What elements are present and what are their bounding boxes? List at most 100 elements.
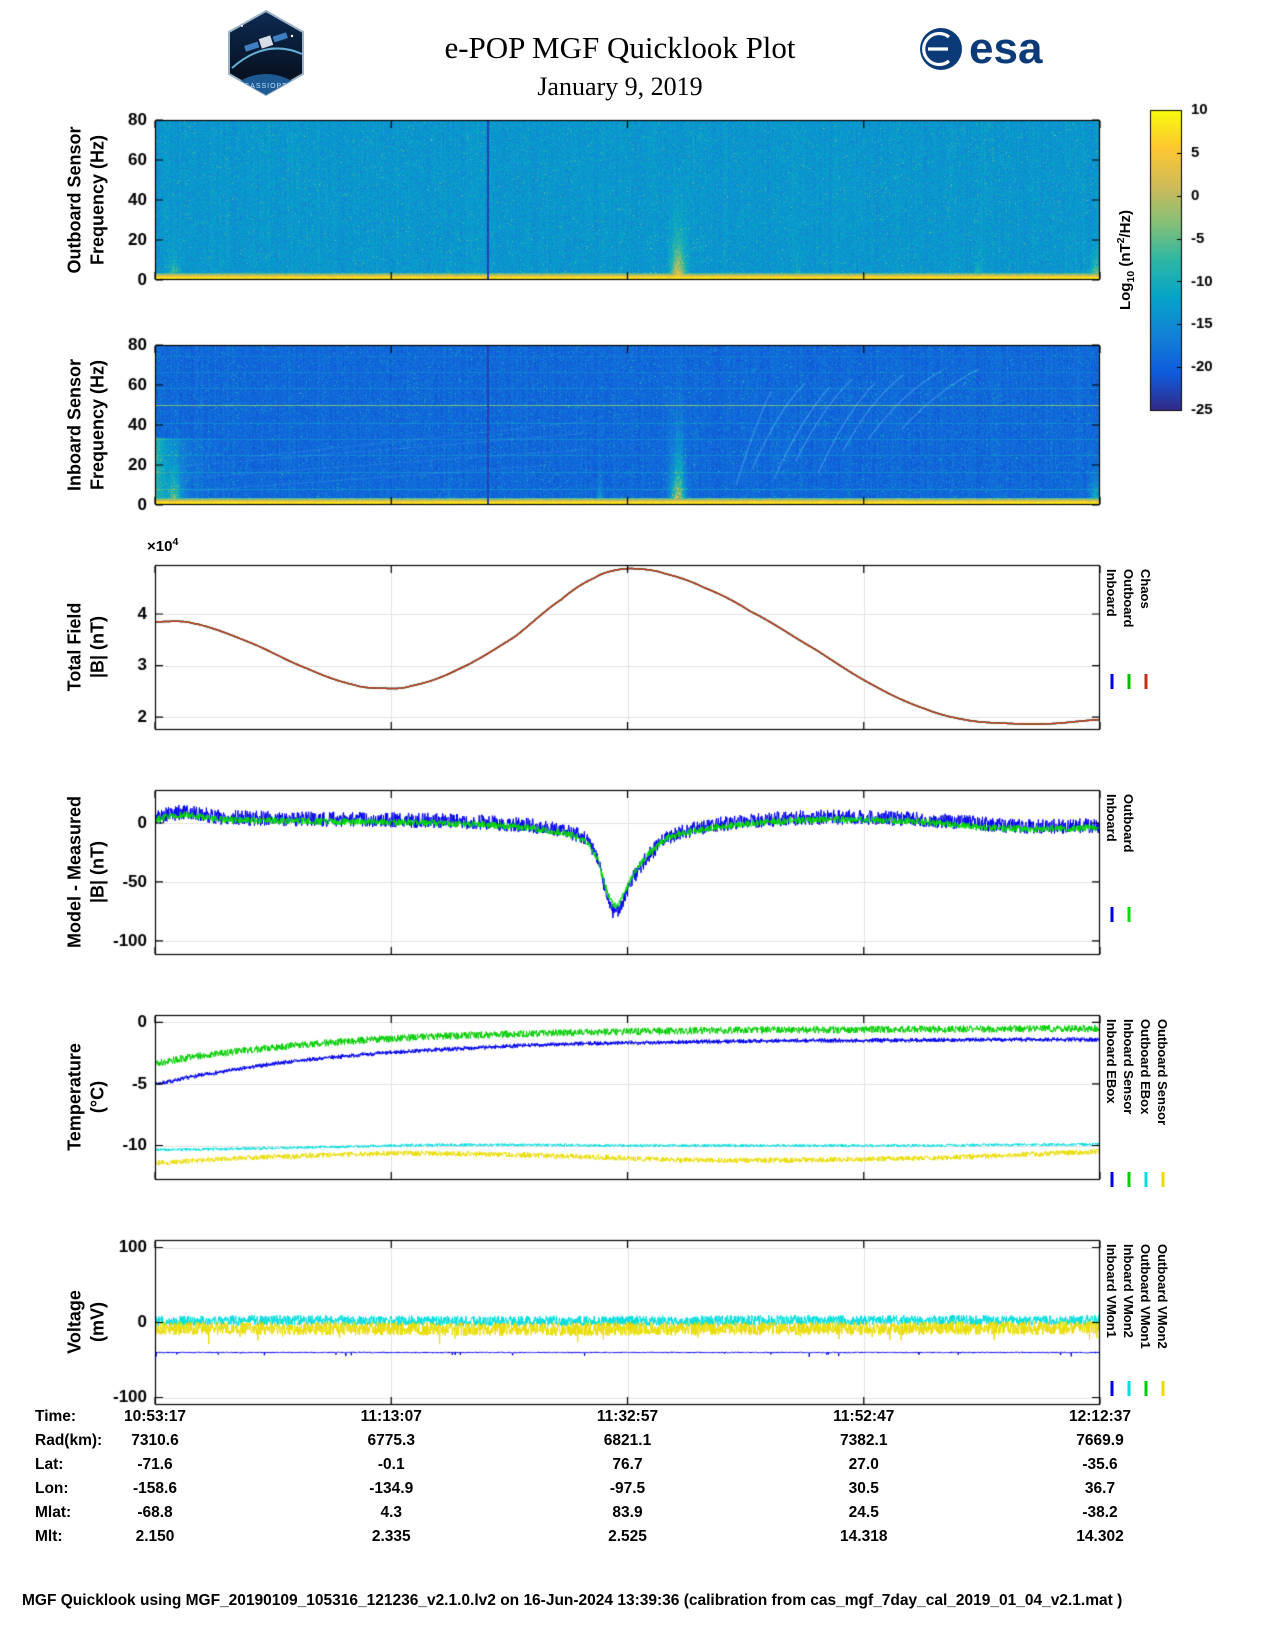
colorbar-label-part: 2 [1115, 237, 1127, 244]
ephemeris-row-label: Time: [35, 1408, 77, 1425]
colorbar-label-part: /Hz) [1117, 209, 1134, 238]
model-minus-measured-canvas [55, 780, 1120, 965]
legend-model-minus-measured: Inboard Outboard [1104, 794, 1136, 922]
colorbar [1148, 102, 1248, 418]
legend-entry-label: Outboard VMon1 [1138, 1244, 1153, 1349]
legend-entry: Inboard [1104, 794, 1119, 922]
ephemeris-row-label: Mlat: [35, 1504, 72, 1521]
legend-entry: Inboard VMon1 [1104, 1244, 1119, 1396]
ephemeris-value: 11:52:47 [833, 1408, 895, 1425]
legend-entry-label: Chaos [1138, 569, 1153, 609]
ephemeris-row-label: Mlt: [35, 1528, 63, 1545]
legend-entry: Outboard EBox [1138, 1019, 1153, 1187]
cassiope-logo-text: CASSIOPE [244, 83, 288, 90]
ephemeris-value: -0.1 [377, 1456, 405, 1473]
legend-entry-color-mark [1110, 674, 1113, 689]
ephemeris-value: 24.5 [848, 1504, 879, 1521]
colorbar-label: Log10 (nT2/Hz) [1115, 210, 1137, 310]
legend-entry: Outboard VMon2 [1155, 1244, 1170, 1396]
legend-entry-label: Outboard EBox [1138, 1019, 1153, 1115]
legend-entry: Outboard Sensor [1155, 1019, 1170, 1187]
ephemeris-value: 12:12:37 [1068, 1408, 1132, 1425]
ephemeris-value: 30.5 [848, 1480, 879, 1497]
scale-prefix: ×10 [147, 538, 173, 555]
ephemeris-value: -97.5 [609, 1480, 646, 1497]
ephemeris-value: 83.9 [612, 1504, 643, 1521]
scale-exponent: 4 [172, 536, 179, 548]
legend-entry-color-mark [1144, 1172, 1147, 1187]
ephemeris-value: 14.318 [840, 1528, 888, 1545]
legend-entry-color-mark [1127, 674, 1130, 689]
ephemeris-value: -68.8 [137, 1504, 173, 1521]
ephemeris-value: 76.7 [612, 1456, 643, 1473]
ephemeris-value: 7669.9 [1076, 1432, 1124, 1449]
voltage-canvas [55, 1230, 1120, 1415]
ephemeris-value: 2.525 [608, 1528, 647, 1545]
footer-caption: MGF Quicklook using MGF_20190109_105316_… [22, 1592, 1123, 1609]
legend-entry-color-mark [1127, 1172, 1130, 1187]
esa-wordmark: esa [969, 24, 1043, 73]
legend-temperature: Inboard EBox Inboard Sensor Outboard EBox O… [1104, 1019, 1170, 1187]
satellite-icon [244, 32, 288, 52]
legend-entry-color-mark [1161, 1381, 1164, 1396]
legend-entry-label: Inboard Sensor [1121, 1019, 1136, 1115]
legend-entry: Inboard VMon2 [1121, 1244, 1136, 1396]
legend-total-field: Inboard Outboard Chaos [1104, 569, 1153, 689]
ephemeris-value: 2.150 [135, 1528, 175, 1545]
legend-entry: Chaos [1138, 569, 1153, 689]
ephemeris-value: 2.335 [371, 1528, 411, 1545]
colorbar-label-part: (nT [1117, 243, 1134, 271]
ephemeris-value: -71.6 [137, 1456, 173, 1473]
page-title: e-POP MGF Quicklook Plot [444, 30, 796, 65]
ephemeris-value: 14.302 [1076, 1528, 1124, 1545]
colorbar-label-part: Log [1117, 282, 1134, 311]
legend-entry: Outboard [1121, 569, 1136, 689]
legend-entry-label: Inboard VMon1 [1104, 1244, 1119, 1338]
total-field-canvas [55, 555, 1120, 740]
inboard-spectrogram-canvas [55, 335, 1120, 515]
legend-entry-color-mark [1110, 1381, 1113, 1396]
ephemeris-value: 36.7 [1084, 1480, 1116, 1497]
y-axis-scale-exponent: ×104 [147, 536, 178, 555]
colorbar-label-part: 10 [1125, 270, 1137, 283]
ephemeris-value: 6821.1 [603, 1432, 652, 1449]
legend-entry: Inboard [1104, 569, 1119, 689]
legend-entry: Inboard Sensor [1121, 1019, 1136, 1187]
legend-entry-label: Outboard [1121, 794, 1136, 853]
legend-voltage: Inboard VMon1 Inboard VMon2 Outboard VMon1… [1104, 1244, 1170, 1396]
legend-entry-label: Inboard VMon2 [1121, 1244, 1136, 1338]
legend-entry-label: Outboard [1121, 569, 1136, 628]
ephemeris-value: 27.0 [848, 1456, 879, 1473]
legend-entry-color-mark [1127, 907, 1130, 922]
ephemeris-value: 7382.1 [840, 1432, 888, 1449]
ephemeris-value: 4.3 [380, 1504, 403, 1521]
legend-entry: Outboard [1121, 794, 1136, 922]
ephemeris-value: 7310.6 [131, 1432, 179, 1449]
outboard-spectrogram-canvas [55, 110, 1120, 290]
ephemeris-row-label: Lon: [35, 1480, 69, 1497]
cassiope-mission-patch-logo: CASSIOPE [228, 9, 304, 96]
legend-entry-label: Outboard VMon2 [1155, 1244, 1170, 1349]
esa-logo: esa [918, 26, 1042, 72]
ephemeris-row-label: Rad(km): [35, 1432, 103, 1449]
ephemeris-value: -38.2 [1082, 1504, 1118, 1521]
legend-entry-label: Inboard [1104, 569, 1119, 617]
legend-entry: Outboard VMon1 [1138, 1244, 1153, 1396]
legend-entry-color-mark [1161, 1172, 1164, 1187]
orbit-swoosh [231, 47, 303, 69]
ephemeris-value: 6775.3 [367, 1432, 415, 1449]
ephemeris-row-label: Lat: [35, 1456, 64, 1473]
page-date: January 9, 2019 [537, 72, 703, 101]
ephemeris-value: -35.6 [1082, 1456, 1118, 1473]
ephemeris-value: -134.9 [369, 1480, 414, 1497]
legend-entry-color-mark [1144, 674, 1147, 689]
legend-entry-color-mark [1110, 907, 1113, 922]
ephemeris-value: 11:13:07 [360, 1408, 422, 1425]
legend-entry-label: Outboard Sensor [1155, 1019, 1170, 1126]
ephemeris-value: 11:32:57 [596, 1408, 659, 1425]
ephemeris-value: 10:53:17 [123, 1408, 187, 1425]
legend-entry-label: Inboard [1104, 794, 1119, 842]
legend-entry: Inboard EBox [1104, 1019, 1119, 1187]
ephemeris-table: Time: 10:53:17 11:13:07 11:32:57 11:52:47 12:… [0, 1408, 1275, 1568]
